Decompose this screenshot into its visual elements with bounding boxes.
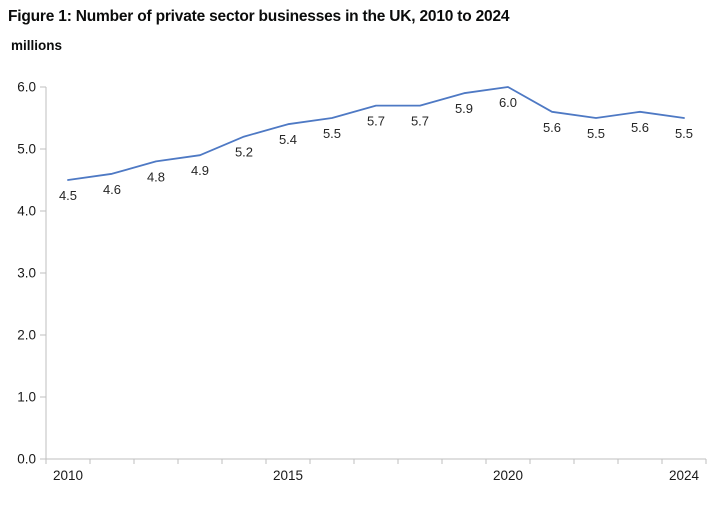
x-axis-tick-label: 2024 (669, 468, 700, 483)
y-axis-tick-label: 2.0 (17, 328, 36, 343)
data-label: 5.5 (323, 126, 341, 141)
data-label: 5.5 (587, 126, 605, 141)
data-label: 4.8 (147, 169, 165, 184)
y-axis-tick-label: 5.0 (17, 142, 36, 157)
y-axis-tick-label: 6.0 (17, 80, 36, 95)
data-label: 5.4 (279, 132, 297, 147)
data-label: 5.2 (235, 145, 253, 160)
y-axis-tick-label: 3.0 (17, 266, 36, 281)
data-label: 5.9 (455, 101, 473, 116)
x-axis-tick-label: 2015 (273, 468, 303, 483)
y-axis-tick-label: 4.0 (17, 204, 36, 219)
y-axis-unit-label: millions (11, 38, 63, 53)
series-line (67, 86, 685, 181)
y-axis-tick-label: 1.0 (17, 390, 36, 405)
data-label: 5.6 (543, 120, 561, 135)
data-label: 5.7 (411, 114, 429, 129)
y-axis-tick-label: 0.0 (17, 452, 36, 467)
x-axis-tick-label: 2010 (53, 468, 83, 483)
data-label: 4.9 (191, 163, 209, 178)
data-label: 4.6 (103, 182, 121, 197)
data-label: 5.6 (631, 120, 649, 135)
x-axis-tick-label: 2020 (493, 468, 523, 483)
data-label: 6.0 (499, 95, 517, 110)
data-label: 4.5 (59, 188, 77, 203)
figure-title: Figure 1: Number of private sector busin… (8, 8, 510, 25)
data-label: 5.5 (675, 126, 693, 141)
data-label: 5.7 (367, 114, 385, 129)
